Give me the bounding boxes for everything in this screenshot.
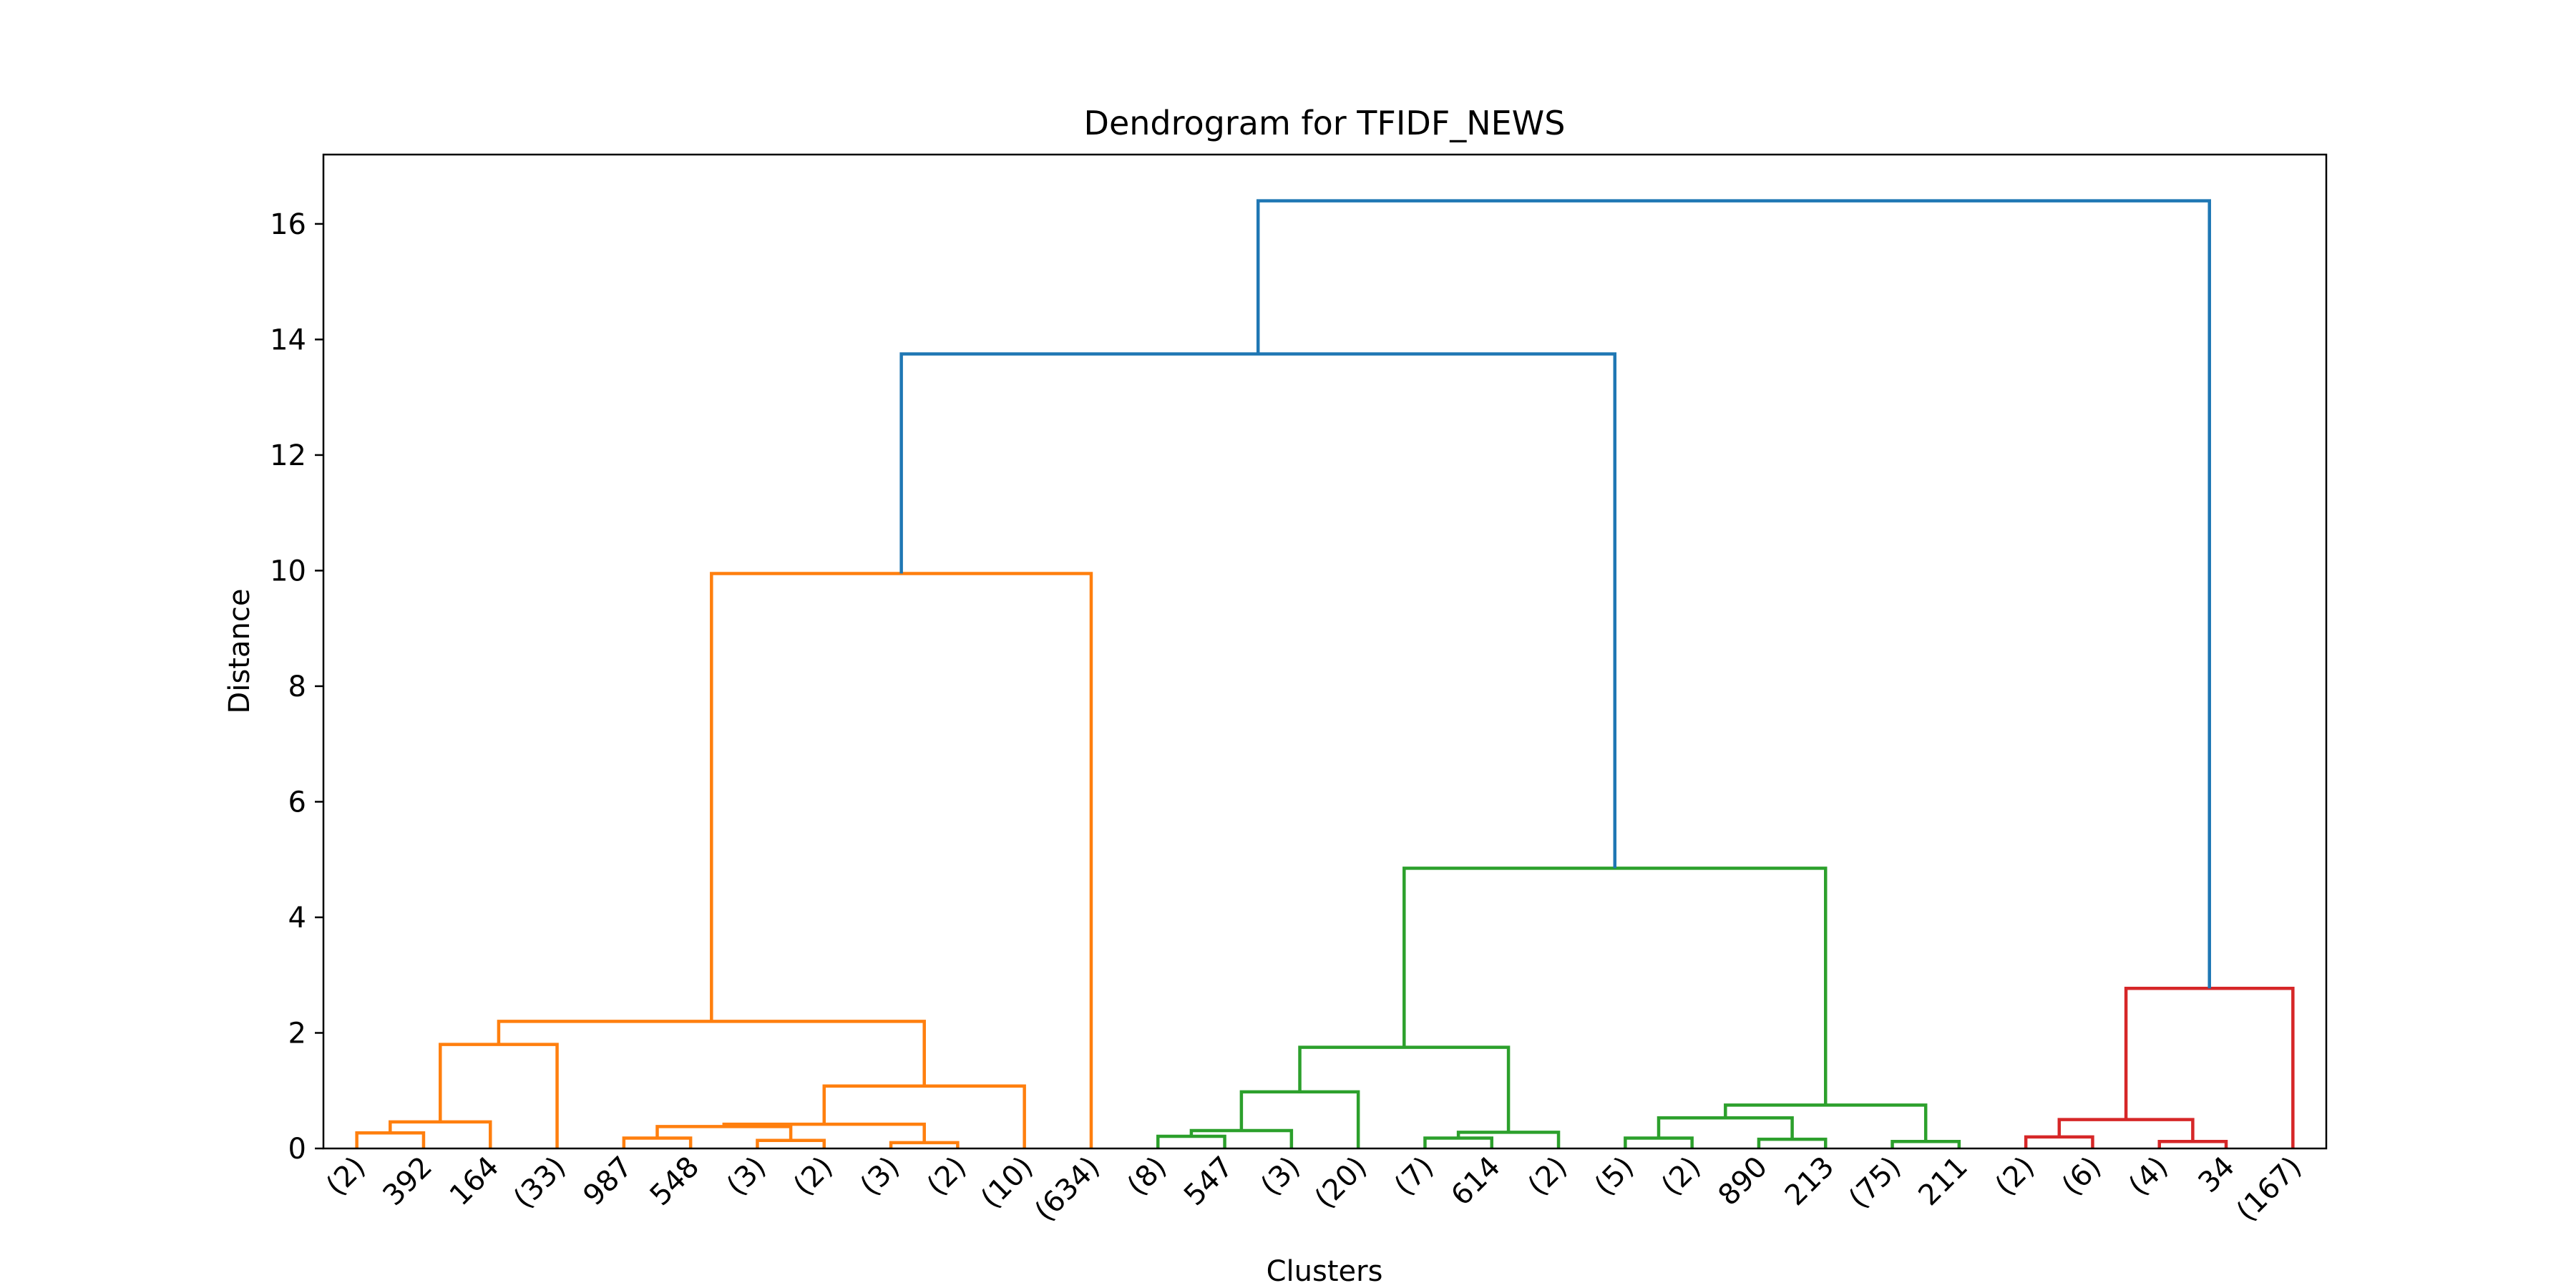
leaf-label-19: (5) [1589, 1151, 1641, 1203]
leaf-label-15: (20) [1309, 1151, 1374, 1216]
leaf-label-27: (4) [2122, 1151, 2175, 1203]
dendrogram-link-17 [1624, 1136, 1694, 1148]
dendrogram-link-9 [497, 1020, 926, 1086]
leaf-label-13: 547 [1178, 1151, 1240, 1213]
dendrogram-link-21 [1724, 1103, 1928, 1142]
y-axis-label: Distance [223, 589, 256, 714]
leaf-label-24: 211 [1912, 1151, 1974, 1213]
leaf-label-16: (7) [1388, 1151, 1440, 1203]
dendrogram-link-27 [2124, 987, 2295, 1148]
leaf-label-12: (8) [1121, 1151, 1174, 1203]
dendrogram-link-12 [1189, 1128, 1294, 1148]
leaf-label-20: (2) [1655, 1151, 1707, 1203]
leaf-label-11: (634) [1028, 1151, 1106, 1229]
leaf-label-0: (2) [320, 1151, 372, 1203]
leaf-label-18: (2) [1522, 1151, 1574, 1203]
dendrogram-link-2 [439, 1043, 559, 1148]
leaf-label-1: 392 [376, 1151, 439, 1213]
leaf-label-26: (6) [2056, 1151, 2108, 1203]
dendrogram-link-11 [1156, 1134, 1226, 1148]
dendrogram-link-22 [1402, 867, 1828, 1106]
dendrogram-link-0 [355, 1131, 426, 1148]
dendrogram-link-1 [389, 1120, 492, 1148]
leaf-label-8: (3) [854, 1151, 907, 1203]
leaf-label-29: (167) [2230, 1151, 2308, 1229]
dendrogram-link-18 [1757, 1137, 1828, 1148]
dendrogram-link-15 [1456, 1131, 1561, 1148]
dendrogram-link-25 [2157, 1140, 2228, 1148]
x-axis: (2) 392 164 (33) 987 548 (3) (2) (3) (2) (10)(634)… [320, 1151, 2308, 1229]
y-tick-label-8: 8 [288, 670, 306, 703]
dendrogram-link-13 [1239, 1090, 1360, 1148]
leaf-label-3: (33) [507, 1151, 572, 1216]
dendrogram-link-10 [710, 572, 1093, 1148]
leaf-label-17: 614 [1445, 1151, 1507, 1213]
dendrogram-link-24 [2024, 1135, 2094, 1148]
dendrogram-link-16 [1298, 1045, 1511, 1133]
leaf-label-21: 890 [1712, 1151, 1774, 1213]
leaf-label-22: 213 [1779, 1151, 1841, 1213]
leaf-label-25: (2) [1989, 1151, 2041, 1203]
dendrogram-link-3 [622, 1136, 693, 1148]
dendrogram-link-28 [1256, 199, 2211, 989]
plot-frame [322, 153, 2328, 1150]
dendrogram-link-14 [1423, 1136, 1493, 1148]
y-tick-label-0: 0 [288, 1133, 306, 1166]
leaf-label-23: (75) [1843, 1151, 1908, 1216]
y-tick-label-10: 10 [270, 555, 306, 587]
leaf-label-5: 548 [644, 1151, 706, 1213]
y-tick-label-16: 16 [270, 208, 306, 241]
dendrogram-link-20 [1890, 1140, 1961, 1148]
y-axis: 0 2 4 6 8 10 12 14 16 [270, 208, 323, 1166]
leaf-label-9: (2) [921, 1151, 973, 1203]
dendrogram-link-19 [1657, 1116, 1794, 1140]
x-axis-label: Clusters [1267, 1255, 1383, 1288]
y-tick-label-6: 6 [288, 786, 306, 819]
y-tick-label-12: 12 [270, 439, 306, 472]
leaf-label-7: (2) [787, 1151, 839, 1203]
leaf-label-28: 34 [2192, 1151, 2242, 1200]
dendrogram-link-23 [899, 352, 1617, 869]
leaf-label-6: (3) [721, 1151, 773, 1203]
y-tick-label-4: 4 [288, 902, 306, 935]
chart-title: Dendrogram for TFIDF_NEWS [1084, 104, 1566, 142]
y-tick-label-2: 2 [288, 1017, 306, 1050]
leaf-label-2: 164 [444, 1151, 506, 1213]
dendrogram-links [355, 199, 2295, 1148]
y-tick-label-14: 14 [270, 323, 306, 356]
leaf-label-14: (3) [1254, 1151, 1307, 1203]
dendrogram-link-4 [756, 1138, 826, 1148]
leaf-label-4: 987 [577, 1151, 639, 1213]
